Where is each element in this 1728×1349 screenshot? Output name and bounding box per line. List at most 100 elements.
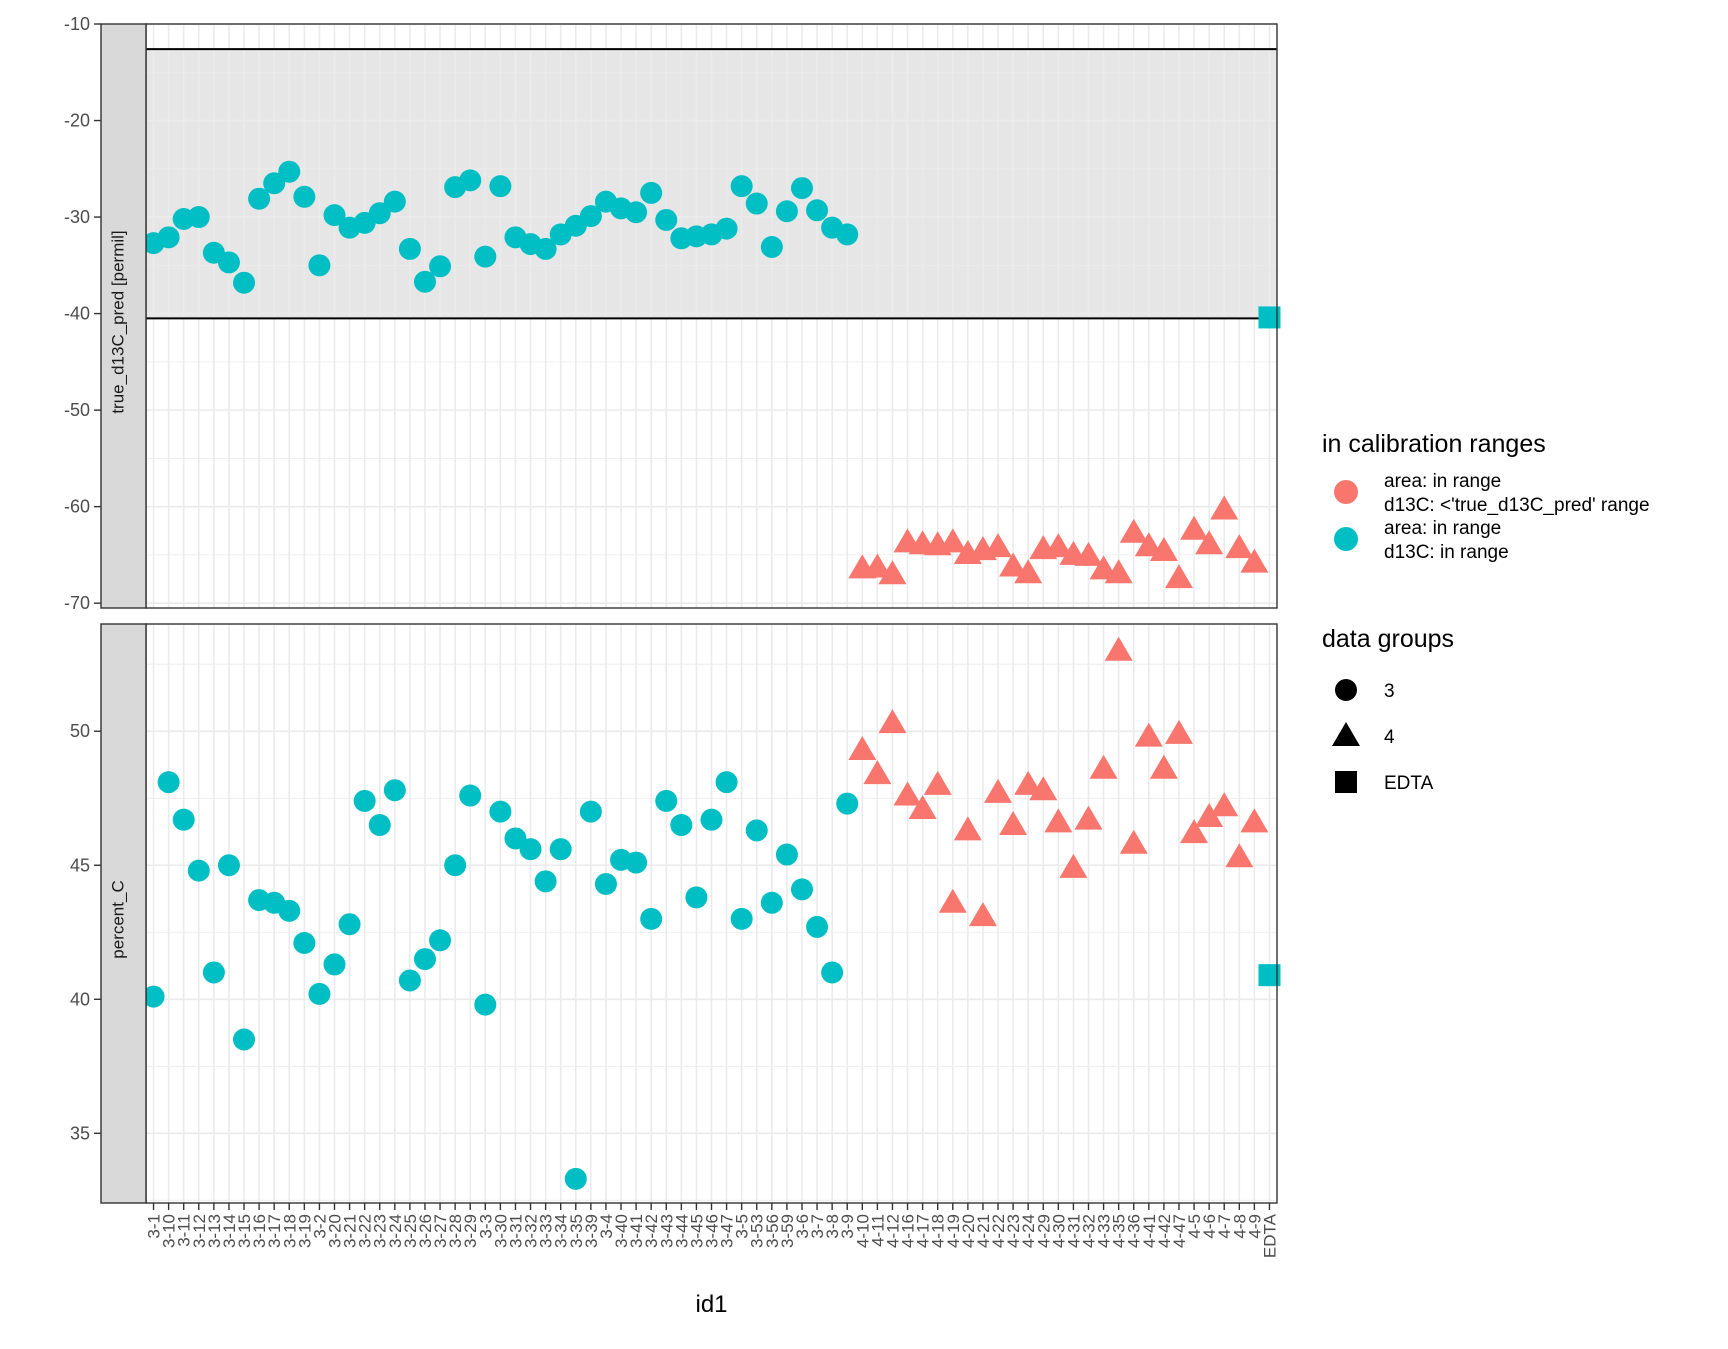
x-tick-label: 3-30 — [491, 1214, 510, 1248]
y-tick-label: -20 — [64, 111, 90, 131]
data-point-4-32 — [1074, 541, 1103, 566]
data-point-3-59 — [775, 843, 798, 866]
x-tick-label: 3-44 — [672, 1214, 691, 1248]
legend-color-title: in calibration ranges — [1322, 430, 1546, 458]
x-tick-label: 3-26 — [416, 1214, 435, 1248]
legend-shape-key — [1335, 679, 1357, 701]
facet-strip — [100, 623, 147, 1204]
data-point-3-15 — [233, 1028, 256, 1051]
x-tick-label: 4-16 — [899, 1214, 918, 1248]
data-point-3-42 — [640, 181, 663, 204]
x-tick-label: 3-13 — [205, 1214, 224, 1248]
data-point-3-13 — [202, 961, 225, 984]
data-point-3-56 — [760, 235, 783, 258]
data-point-4-21 — [968, 902, 997, 927]
data-point-4-33 — [1089, 754, 1118, 779]
data-point-3-9 — [836, 223, 859, 246]
x-tick-label: 4-20 — [959, 1214, 978, 1248]
x-tick-label: 3-16 — [250, 1214, 269, 1248]
x-tick-label: 3-27 — [431, 1214, 450, 1248]
x-tick-label: 4-36 — [1125, 1214, 1144, 1248]
data-point-3-10 — [157, 771, 180, 794]
x-tick-label: 4-24 — [1019, 1214, 1038, 1248]
data-point-3-39 — [579, 205, 602, 228]
legend-color-label: d13C: in range — [1384, 542, 1509, 563]
x-tick-label: 3-8 — [823, 1214, 842, 1239]
y-tick-label: 45 — [70, 855, 90, 875]
data-point-4-42 — [1149, 754, 1178, 779]
data-point-3-6 — [790, 177, 813, 200]
x-tick-label: 4-12 — [883, 1214, 902, 1248]
data-point-3-56 — [760, 891, 783, 914]
data-point-3-14 — [217, 854, 240, 877]
data-point-4-47 — [1164, 564, 1193, 589]
data-point-3-32 — [519, 838, 542, 861]
data-point-4-20 — [953, 816, 982, 841]
data-point-EDTA — [1258, 306, 1281, 329]
data-point-3-17 — [263, 172, 286, 195]
data-point-3-22 — [353, 789, 376, 812]
data-point-3-28 — [444, 854, 467, 877]
x-tick-label: 3-10 — [160, 1214, 179, 1248]
data-point-4-18 — [923, 770, 952, 795]
data-point-4-16 — [893, 781, 922, 806]
x-tick-label: 3-35 — [567, 1214, 586, 1248]
legend-color-key — [1334, 480, 1358, 504]
data-point-4-6 — [1195, 803, 1224, 827]
data-point-4-10 — [848, 735, 877, 760]
data-point-4-12 — [878, 709, 907, 734]
legend-shape-label: 3 — [1384, 681, 1395, 702]
data-point-3-12 — [187, 206, 210, 229]
data-point-3-6 — [790, 878, 813, 901]
legend-shape-label: 4 — [1384, 727, 1395, 748]
x-tick-label: 4-35 — [1110, 1214, 1129, 1248]
y-tick-label: 40 — [70, 989, 90, 1009]
x-tick-label: 3-11 — [175, 1214, 194, 1247]
x-tick-label: 4-8 — [1230, 1214, 1249, 1239]
data-point-4-29 — [1029, 776, 1058, 801]
x-tick-label: 4-33 — [1095, 1214, 1114, 1248]
x-tick-label: 4-41 — [1140, 1214, 1159, 1248]
y-tick-label: -50 — [64, 400, 90, 420]
legend-shape-key — [1335, 771, 1357, 793]
data-point-4-17 — [908, 794, 937, 819]
data-point-3-41 — [625, 201, 648, 224]
x-tick-label: 3-42 — [642, 1214, 661, 1248]
data-point-4-23 — [999, 811, 1028, 836]
data-point-3-53 — [745, 192, 768, 215]
data-point-3-34 — [549, 838, 572, 861]
x-tick-label: 4-31 — [1064, 1214, 1083, 1248]
data-point-4-12 — [878, 560, 907, 585]
data-point-3-42 — [640, 907, 663, 930]
x-tick-label: 4-18 — [929, 1214, 948, 1248]
data-point-4-11 — [863, 553, 892, 578]
x-tick-label: 3-45 — [687, 1214, 706, 1248]
data-point-3-26 — [413, 948, 436, 971]
data-point-4-8 — [1225, 534, 1254, 559]
x-tick-label: 3-32 — [522, 1214, 541, 1248]
x-tick-label: 3-20 — [326, 1214, 345, 1248]
data-point-4-24 — [1014, 559, 1043, 584]
x-tick-label: 3-19 — [295, 1214, 314, 1248]
data-point-3-10 — [157, 226, 180, 249]
data-point-3-19 — [293, 185, 316, 208]
x-tick-label: 3-46 — [703, 1214, 722, 1248]
data-point-3-46 — [700, 808, 723, 831]
y-tick-label: -70 — [64, 593, 90, 613]
x-tick-label: 3-14 — [220, 1214, 239, 1248]
data-point-4-9 — [1240, 808, 1269, 833]
data-point-4-22 — [984, 533, 1013, 558]
x-tick-label: 3-24 — [386, 1214, 405, 1248]
legend-shape-key — [1332, 722, 1360, 746]
data-point-3-1 — [142, 985, 165, 1008]
data-point-3-27 — [429, 929, 452, 952]
x-tick-label: 3-59 — [778, 1214, 797, 1248]
data-point-3-45 — [685, 886, 708, 909]
x-tick-label: 4-21 — [974, 1214, 993, 1248]
data-point-4-42 — [1149, 537, 1178, 562]
data-point-4-8 — [1225, 843, 1254, 868]
x-tick-label: 4-7 — [1215, 1214, 1234, 1239]
x-tick-label: 3-31 — [506, 1214, 525, 1248]
x-tick-label: 3-4 — [597, 1214, 616, 1239]
x-tick-label: 4-29 — [1034, 1214, 1053, 1248]
